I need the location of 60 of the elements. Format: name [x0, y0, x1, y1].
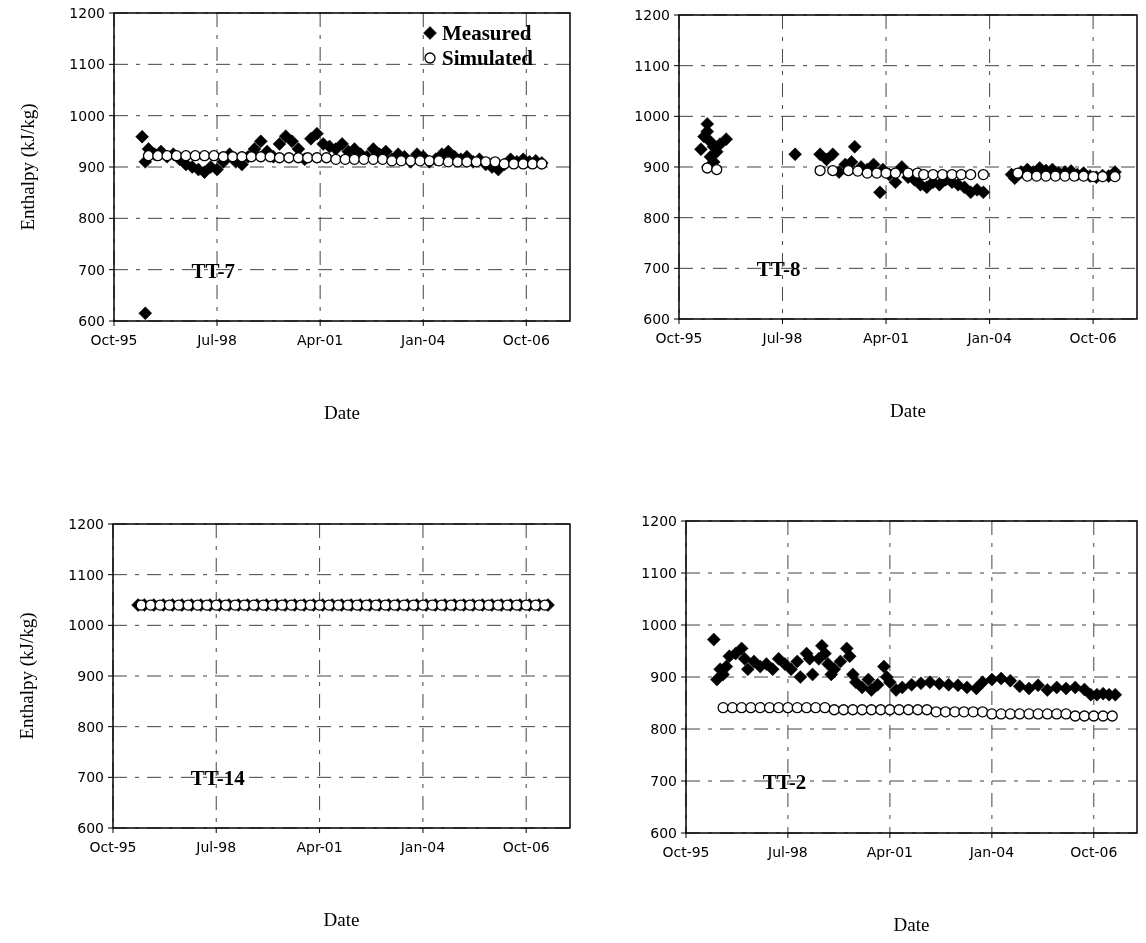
y-tick-label: 1100	[641, 565, 677, 581]
y-tick-label: 600	[643, 311, 670, 327]
y-tick-label: 900	[650, 669, 677, 685]
legend-label: Measured	[442, 21, 532, 45]
y-tick-label: 700	[650, 773, 677, 789]
y-axis-title: Enthalpy (kJ/kg)	[17, 103, 39, 231]
legend-label: Simulated	[442, 46, 534, 70]
y-tick-label: 600	[77, 820, 104, 836]
y-tick-label: 1000	[634, 108, 670, 125]
x-tick-label: Jan-04	[399, 839, 446, 855]
y-tick-label: 700	[77, 769, 104, 786]
y-tick-label: 1200	[69, 5, 105, 21]
x-tick-label: Oct-06	[502, 839, 550, 855]
y-tick-label: 1100	[634, 57, 670, 74]
x-tick-label: Jan-04	[966, 330, 1012, 346]
x-tick-label: Jul-98	[767, 844, 808, 860]
x-tick-label: Oct-95	[655, 330, 703, 346]
y-tick-label: 600	[78, 313, 105, 329]
x-tick-label: Jan-04	[968, 844, 1015, 860]
x-tick-label: Apr-01	[862, 330, 910, 346]
y-tick-label: 800	[643, 209, 670, 226]
x-tick-label: Apr-01	[296, 839, 343, 855]
x-tick-label: Jul-98	[195, 839, 237, 855]
y-tick-label: 600	[650, 825, 677, 841]
x-tick-label: Apr-01	[866, 844, 913, 860]
y-tick-label: 1200	[641, 513, 677, 529]
x-tick-label: Oct-95	[89, 839, 137, 855]
y-tick-label: 700	[643, 260, 670, 277]
annotation: TT-8	[756, 257, 801, 282]
y-axis-title: Enthalpy (kJ/kg)	[16, 612, 38, 740]
x-tick-label: Oct-95	[662, 844, 710, 860]
y-tick-label: 800	[78, 210, 105, 227]
x-axis-title: Date	[890, 400, 926, 421]
y-tick-label: 1100	[69, 56, 105, 73]
x-axis-title: Date	[323, 909, 360, 930]
x-tick-label: Oct-95	[90, 332, 138, 348]
y-tick-label: 900	[643, 159, 670, 175]
x-axis-title: Date	[324, 402, 360, 423]
y-tick-label: 1000	[641, 617, 677, 633]
annotation: TT-7	[191, 258, 236, 283]
x-tick-label: Jul-98	[196, 332, 237, 348]
x-tick-label: Oct-06	[1070, 844, 1118, 860]
y-tick-label: 900	[78, 159, 105, 175]
y-tick-label: 1000	[69, 107, 105, 124]
x-axis-title: Date	[893, 914, 930, 935]
y-tick-label: 700	[78, 261, 105, 278]
annotation: TT-14	[190, 766, 246, 791]
y-tick-label: 900	[77, 668, 104, 684]
y-tick-label: 800	[77, 718, 104, 735]
y-tick-label: 1100	[68, 566, 104, 583]
y-tick-label: 800	[650, 721, 677, 737]
y-tick-label: 1200	[68, 516, 104, 532]
x-tick-label: Oct-06	[1069, 330, 1117, 346]
annotation: TT-2	[762, 770, 807, 795]
x-tick-label: Jan-04	[400, 332, 446, 348]
y-tick-label: 1200	[634, 7, 670, 23]
x-tick-label: Oct-06	[502, 332, 550, 348]
x-tick-label: Jul-98	[761, 330, 803, 346]
x-tick-label: Apr-01	[297, 332, 344, 348]
y-tick-label: 1000	[68, 617, 104, 634]
